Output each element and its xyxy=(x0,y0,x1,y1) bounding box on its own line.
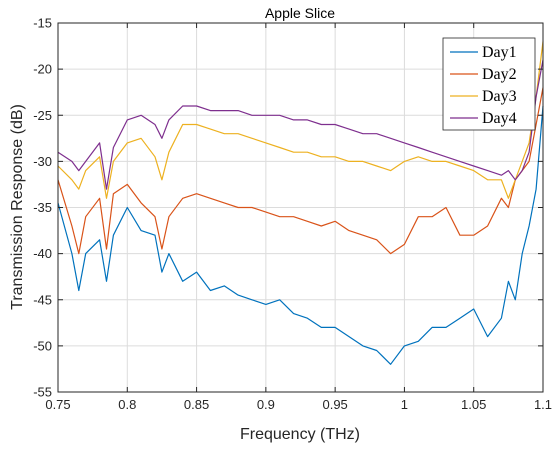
legend-label-day3: Day3 xyxy=(482,88,517,105)
series-line-day3 xyxy=(57,41,544,199)
series-line-day1 xyxy=(57,105,544,365)
x-tick-label: 0.75 xyxy=(45,397,70,412)
x-tick-label: 1.1 xyxy=(534,397,552,412)
y-tick-label: -35 xyxy=(33,200,52,215)
x-tick-label: 1.05 xyxy=(461,397,486,412)
x-tick-label: 0.95 xyxy=(322,397,347,412)
x-tick-label: 0.85 xyxy=(184,397,209,412)
x-axis-title: Frequency (THz) xyxy=(240,426,360,443)
chart-title: Apple Slice xyxy=(265,5,335,21)
y-tick-label: -30 xyxy=(33,154,52,169)
y-tick-label: -50 xyxy=(33,338,52,353)
y-tick-label: -15 xyxy=(33,16,52,31)
legend: Day1 Day2 Day3 Day4 xyxy=(442,37,536,131)
y-axis-ticks: -55 -50 -45 -40 -35 -30 -25 -20 -15 xyxy=(33,16,543,400)
legend-label-day4: Day4 xyxy=(482,110,517,127)
y-tick-label: -40 xyxy=(33,246,52,261)
y-axis-title: Transmission Response (dB) xyxy=(9,104,26,310)
y-tick-label: -55 xyxy=(33,385,52,400)
series-line-day2 xyxy=(57,87,544,255)
legend-label-day2: Day2 xyxy=(482,66,517,83)
y-tick-label: -20 xyxy=(33,62,52,77)
x-axis-ticks: 0.75 0.8 0.85 0.9 0.95 1 1.05 1.1 xyxy=(45,23,552,412)
series-line-day4 xyxy=(57,59,544,190)
x-tick-label: 0.9 xyxy=(257,397,275,412)
x-tick-label: 0.8 xyxy=(118,397,136,412)
x-tick-label: 1 xyxy=(401,397,408,412)
series-group xyxy=(57,41,544,365)
legend-label-day1: Day1 xyxy=(482,44,517,61)
y-tick-label: -25 xyxy=(33,108,52,123)
y-tick-label: -45 xyxy=(33,292,52,307)
legend-box xyxy=(442,37,536,131)
